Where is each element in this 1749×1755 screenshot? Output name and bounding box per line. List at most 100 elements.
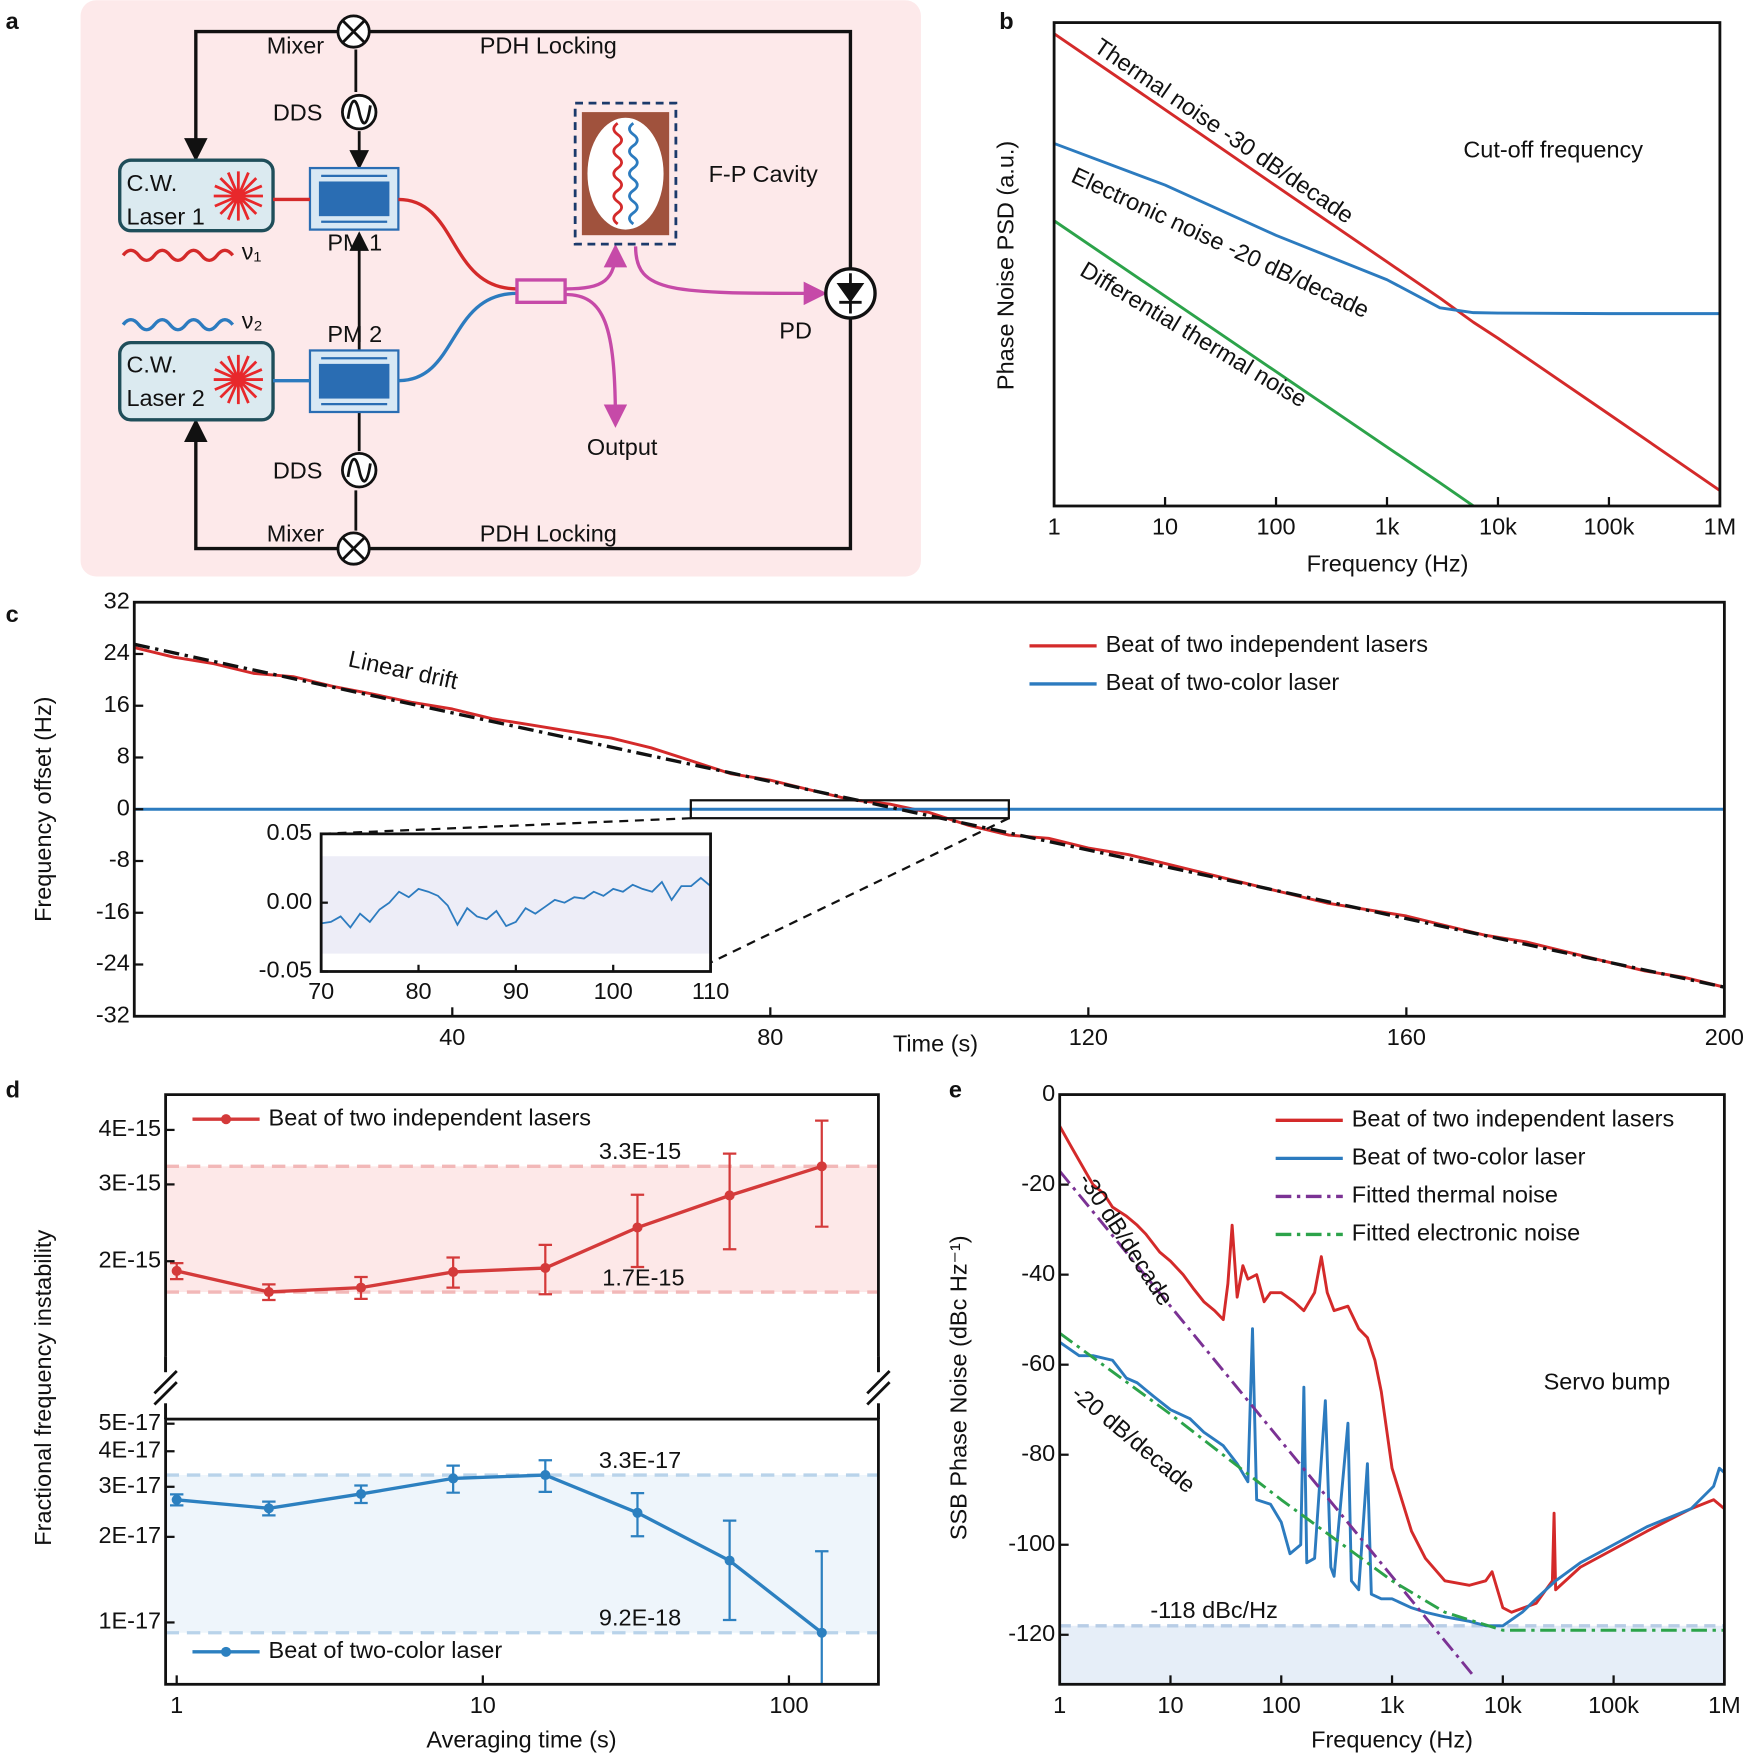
label: DDS bbox=[273, 100, 323, 126]
wave-2 bbox=[121, 318, 235, 332]
ref-label: 3.3E-17 bbox=[599, 1447, 681, 1473]
fiber-to-cavity bbox=[565, 243, 628, 291]
feedback-loop-2 bbox=[196, 317, 853, 551]
data-point bbox=[724, 1190, 735, 1201]
y-tick-label: 4E-15 bbox=[98, 1115, 161, 1141]
y-axis-label: Fractional frequency instability bbox=[30, 1230, 56, 1546]
x-tick-label: 80 bbox=[757, 1024, 783, 1050]
pm-1 bbox=[308, 166, 400, 231]
x-tick-label: 10 bbox=[1152, 514, 1178, 540]
label: Mixer bbox=[267, 32, 325, 58]
legend-label: Beat of two-color laser bbox=[269, 1637, 503, 1663]
x-tick-label: 100k bbox=[1583, 514, 1634, 540]
x-axis-label: Time (s) bbox=[893, 1031, 978, 1057]
x-tick-label: 1k bbox=[1380, 1692, 1405, 1718]
series-line bbox=[1058, 1125, 1726, 1614]
data-point bbox=[448, 1473, 459, 1484]
legend-marker bbox=[221, 1646, 232, 1657]
label: C.W. bbox=[126, 170, 177, 196]
dds-2-wave bbox=[346, 457, 372, 483]
x-tick-label: 100 bbox=[1256, 514, 1295, 540]
legend-label: Beat of two independent lasers bbox=[1106, 631, 1428, 657]
x-tick-label: 1M bbox=[1708, 1692, 1741, 1718]
plot-background bbox=[1054, 22, 1720, 506]
y-tick-label: 24 bbox=[104, 639, 130, 665]
x-tick-label: 100 bbox=[1262, 1692, 1301, 1718]
series-line bbox=[1058, 1331, 1725, 1632]
x-tick-label: 40 bbox=[439, 1024, 465, 1050]
zoom-connector bbox=[710, 817, 1010, 964]
zoom-box bbox=[689, 799, 1010, 820]
series-line bbox=[1058, 1327, 1726, 1628]
series-line bbox=[133, 646, 1725, 989]
legend-label: Beat of two-color laser bbox=[1352, 1144, 1586, 1170]
series-line bbox=[1053, 142, 1720, 316]
error-bar bbox=[722, 1152, 737, 1251]
panel-d-breaks bbox=[153, 1369, 891, 1406]
axis-break bbox=[153, 1369, 891, 1406]
y-tick-label: 0 bbox=[117, 794, 130, 820]
label: PDH Locking bbox=[480, 520, 617, 546]
ref-shade bbox=[165, 1166, 879, 1293]
y-tick-label: 32 bbox=[104, 587, 130, 613]
label: DDS bbox=[273, 458, 323, 484]
panel-a: a Mixer PDH Locking DDS C.W. Laser 1 PM … bbox=[6, 0, 921, 577]
y-tick-label: -16 bbox=[96, 898, 130, 924]
series-line bbox=[176, 1473, 823, 1635]
ref-shade bbox=[1059, 1625, 1725, 1685]
error-bar bbox=[722, 1519, 737, 1622]
legend-label: Beat of two independent lasers bbox=[1352, 1106, 1674, 1132]
feedback-loop-1 bbox=[196, 29, 853, 269]
ref-label: -118 dBc/Hz bbox=[1150, 1597, 1277, 1623]
series-line bbox=[1058, 1170, 1477, 1679]
data-point bbox=[540, 1262, 551, 1274]
ref-label: 9.2E-18 bbox=[599, 1605, 681, 1631]
x-tick-label: 10 bbox=[1157, 1692, 1183, 1718]
data-point bbox=[263, 1286, 274, 1298]
x-tick-label: 10k bbox=[1484, 1692, 1522, 1718]
x-tick-label: 120 bbox=[1069, 1024, 1108, 1050]
label: Output bbox=[587, 434, 658, 460]
pm-1-core bbox=[318, 181, 390, 217]
panel-label: c bbox=[6, 601, 19, 627]
x-axis-label: Frequency (Hz) bbox=[1307, 551, 1469, 577]
x-tick-label: 70 bbox=[308, 978, 334, 1004]
label: PDH Locking bbox=[480, 32, 617, 58]
y-tick-label: -20 bbox=[1021, 1170, 1055, 1196]
series-line bbox=[176, 1164, 823, 1294]
plot-frame bbox=[164, 1417, 880, 1686]
y-tick-label: 3E-17 bbox=[98, 1472, 161, 1498]
data-point bbox=[816, 1161, 827, 1172]
panel-label: d bbox=[6, 1076, 20, 1102]
legend-label: Beat of two independent lasers bbox=[269, 1104, 591, 1130]
laser-1-star bbox=[213, 171, 263, 221]
y-tick-label: 0 bbox=[1042, 1080, 1055, 1106]
x-tick-label: 100k bbox=[1588, 1692, 1639, 1718]
y-tick-label: 5E-17 bbox=[98, 1409, 161, 1435]
annotation: Cut-off frequency bbox=[1463, 136, 1643, 162]
data-point bbox=[355, 1488, 367, 1500]
data-point bbox=[632, 1507, 643, 1518]
photodiode-symbol bbox=[836, 273, 865, 314]
data-point bbox=[171, 1265, 182, 1276]
label: C.W. bbox=[126, 351, 177, 377]
x-tick-label: 100 bbox=[594, 978, 633, 1004]
axis-segment bbox=[164, 1356, 880, 1420]
x-tick-label: 1 bbox=[1048, 514, 1061, 540]
y-axis-label: SSB Phase Noise (dBc Hz⁻¹) bbox=[945, 1235, 971, 1540]
x-tick-label: 160 bbox=[1387, 1024, 1426, 1050]
cavity-wave-blue bbox=[628, 122, 639, 226]
plot-background bbox=[1059, 1094, 1725, 1685]
y-tick-label: -32 bbox=[96, 1001, 130, 1027]
label: Laser 2 bbox=[126, 385, 204, 411]
label: ν₂ bbox=[242, 308, 263, 334]
x-tick-label: 200 bbox=[1705, 1024, 1744, 1050]
inset-line bbox=[321, 876, 712, 929]
x-tick-label: 90 bbox=[503, 978, 529, 1004]
mixer-1-cross bbox=[341, 19, 366, 44]
fiber-red bbox=[273, 197, 517, 291]
y-tick-label: -100 bbox=[1008, 1530, 1055, 1556]
y-tick-label: -80 bbox=[1021, 1440, 1055, 1466]
y-tick-label: 1E-17 bbox=[98, 1608, 161, 1634]
panel-label: b bbox=[999, 8, 1013, 34]
